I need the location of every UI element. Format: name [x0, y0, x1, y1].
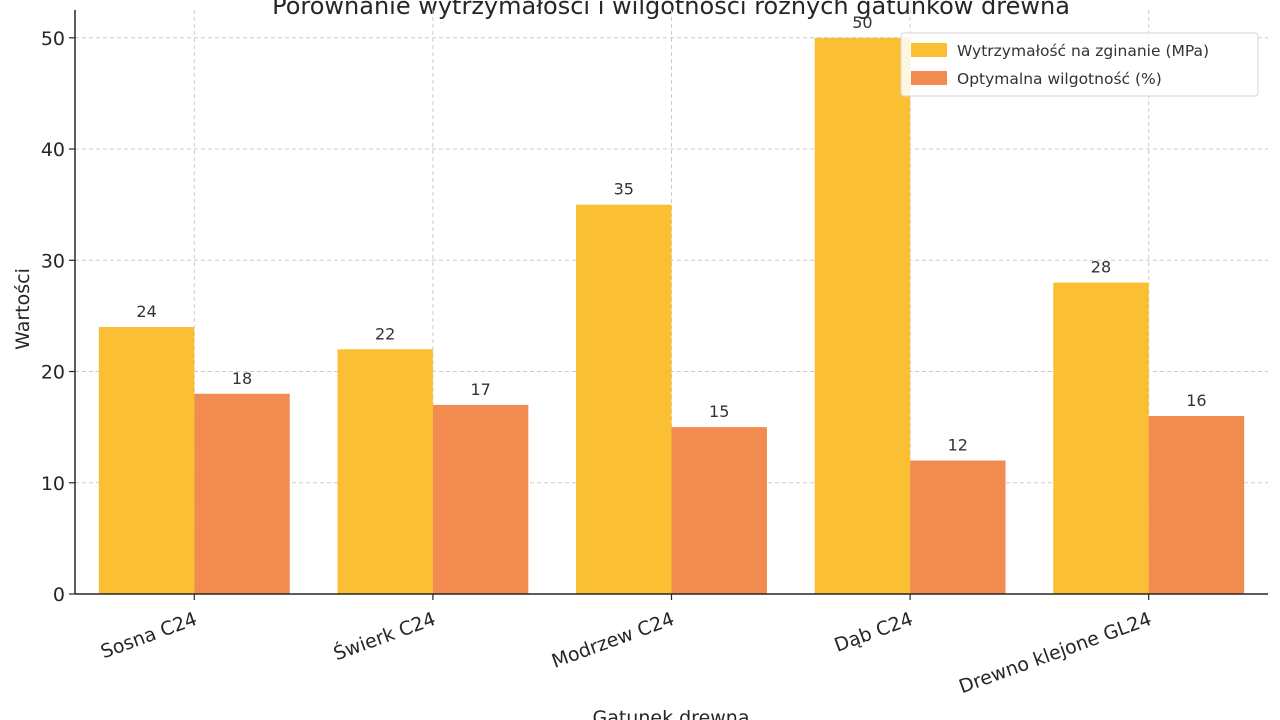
- x-tick-label: Świerk C24: [330, 606, 439, 665]
- legend-label-strength: Wytrzymałość na zginanie (MPa): [957, 42, 1209, 60]
- bar-strength: [337, 349, 433, 594]
- data-label-strength: 22: [375, 324, 395, 343]
- data-label-strength: 28: [1091, 258, 1111, 277]
- x-axis-ticks: Sosna C24 Świerk C24 Modrzew C24 Dąb C24 Dre…: [98, 594, 1154, 698]
- bar-strength: [1053, 282, 1149, 594]
- data-label-moisture: 15: [709, 402, 729, 421]
- data-label-moisture: 16: [1186, 391, 1206, 410]
- bar-strength: [576, 204, 672, 594]
- y-tick-label: 10: [41, 473, 65, 495]
- bar-moisture: [910, 460, 1006, 594]
- y-tick-label: 50: [41, 28, 65, 50]
- bars: [98, 37, 1245, 595]
- y-axis-label: Wartości: [12, 268, 34, 350]
- x-tick-label: Drewno klejone GL24: [956, 608, 1154, 698]
- legend-label-moisture: Optymalna wilgotność (%): [957, 70, 1162, 88]
- bar-moisture: [432, 404, 529, 594]
- data-label-moisture: 12: [948, 436, 968, 455]
- y-tick-label: 20: [41, 362, 65, 384]
- legend-swatch-strength: [911, 43, 947, 57]
- bar-moisture: [671, 427, 767, 594]
- x-tick-label: Modrzew C24: [549, 608, 677, 673]
- legend-swatch-moisture: [911, 71, 947, 85]
- x-tick-label: Sosna C24: [98, 608, 200, 663]
- x-axis-label: Gatunek drewna: [592, 707, 749, 720]
- data-label-moisture: 17: [470, 380, 490, 399]
- data-labels: 24 18 22 17 35 15 50 12 28 16: [136, 13, 1206, 455]
- y-axis-ticks: 0 10 20 30 40 50: [41, 28, 75, 606]
- y-tick-label: 0: [53, 584, 65, 606]
- bar-moisture: [1148, 416, 1245, 594]
- data-label-strength: 50: [852, 13, 872, 32]
- bar-moisture: [194, 393, 290, 594]
- x-tick-label: Dąb C24: [831, 608, 915, 657]
- y-tick-label: 40: [41, 139, 65, 161]
- data-label-strength: 35: [614, 180, 634, 199]
- legend: Wytrzymałość na zginanie (MPa) Optymalna…: [900, 32, 1259, 97]
- data-label-moisture: 18: [232, 369, 252, 388]
- y-tick-label: 30: [41, 250, 65, 272]
- bar-strength: [98, 327, 195, 594]
- legend-box: [900, 32, 1259, 97]
- data-label-strength: 24: [136, 302, 156, 321]
- bar-strength: [814, 37, 911, 595]
